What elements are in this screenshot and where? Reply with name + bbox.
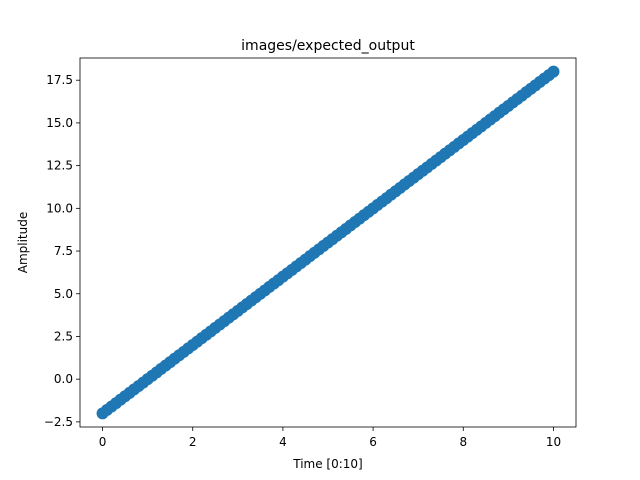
x-tick-label: 4 <box>279 435 287 449</box>
scatter-series <box>96 65 560 420</box>
scatter-point <box>547 65 560 78</box>
x-tick-label: 2 <box>189 435 197 449</box>
chart-title: images/expected_output <box>241 38 415 54</box>
x-tick-label: 6 <box>369 435 377 449</box>
x-tick-label: 0 <box>99 435 107 449</box>
plot-frame <box>79 57 577 428</box>
y-tick-label: 0.0 <box>54 372 73 386</box>
x-axis-ticks: 0 2 4 6 8 10 <box>99 427 561 449</box>
y-tick-label: −2.5 <box>44 415 73 429</box>
y-tick-label: 5.0 <box>54 287 73 301</box>
y-tick-label: 12.5 <box>46 159 73 173</box>
y-axis-label: Amplitude <box>16 212 30 274</box>
x-tick-label: 8 <box>459 435 467 449</box>
y-tick-label: 10.0 <box>46 201 73 215</box>
x-axis-label: Time [0:10] <box>292 457 363 471</box>
y-tick-label: 7.5 <box>54 244 73 258</box>
x-tick-label: 10 <box>546 435 561 449</box>
y-tick-label: 15.0 <box>46 116 73 130</box>
y-tick-label: 17.5 <box>46 73 73 87</box>
y-axis-ticks: −2.5 0.0 2.5 5.0 7.5 10.0 12.5 15.0 17.5 <box>44 73 80 429</box>
y-tick-label: 2.5 <box>54 329 73 343</box>
